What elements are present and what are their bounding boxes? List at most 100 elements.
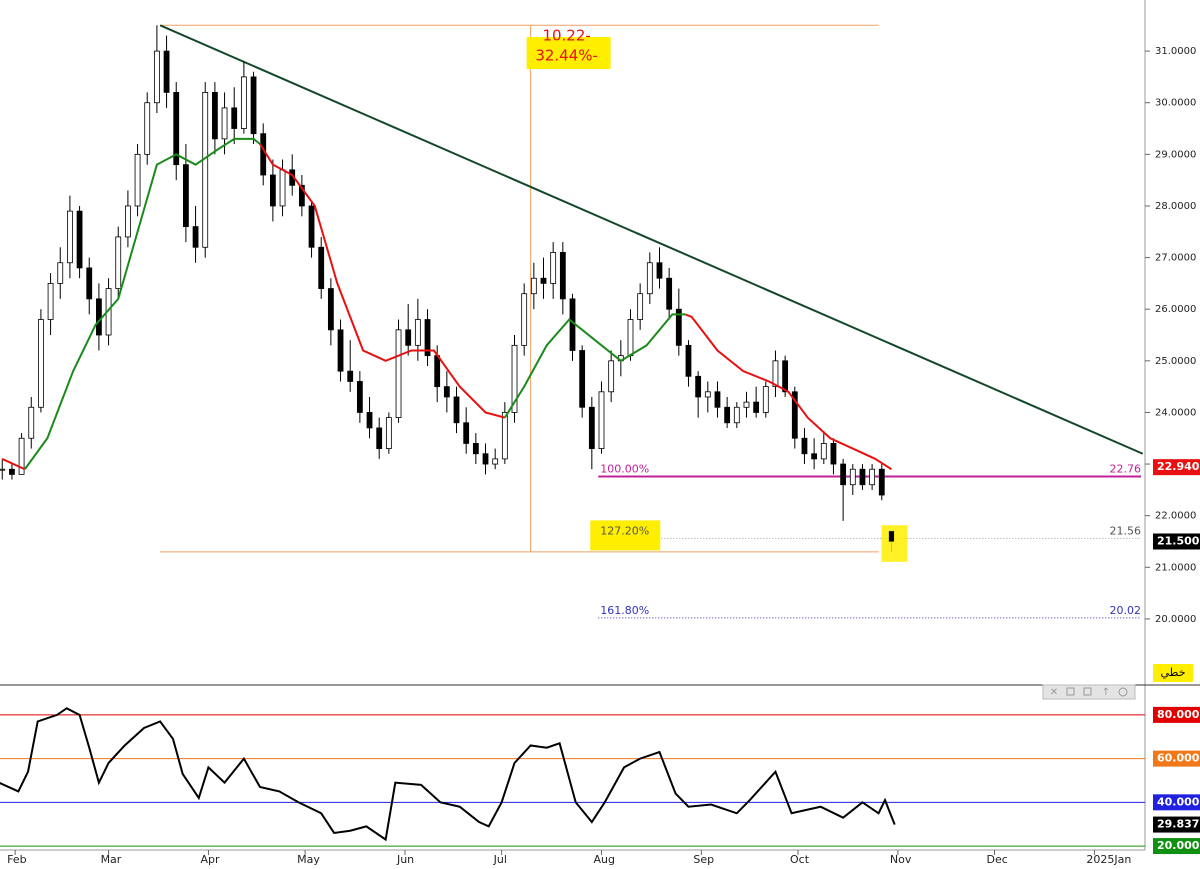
fib-percent-label: 161.80% xyxy=(600,604,649,617)
candle-body xyxy=(753,401,760,413)
candle-body xyxy=(86,267,93,300)
candle-body xyxy=(298,184,305,207)
candle-body xyxy=(269,174,276,207)
price-tag-label: 60.0000 xyxy=(1157,752,1200,765)
scale-label-box xyxy=(1153,664,1193,682)
toolbar-icon[interactable] xyxy=(1118,687,1128,697)
candle-body xyxy=(327,288,334,331)
y-tick-label: 27.0000 xyxy=(1155,253,1196,264)
candle-body xyxy=(859,468,866,486)
candle-body xyxy=(308,205,315,248)
y-tick-label: 30.0000 xyxy=(1155,98,1196,109)
candle-body xyxy=(443,386,450,398)
fib-value-label: 21.56 xyxy=(1110,524,1142,537)
x-tick-label: Jul xyxy=(493,853,507,866)
panel-toolbar[interactable]: ✕ ↑ xyxy=(1042,684,1136,700)
x-tick-label: Mar xyxy=(101,853,122,866)
candle-body xyxy=(521,293,528,346)
fib-percent-label: 100.00% xyxy=(600,462,649,475)
candle-body xyxy=(250,76,257,135)
candle-body xyxy=(376,427,383,449)
y-tick-label: 22.0000 xyxy=(1155,511,1196,522)
candle-body xyxy=(366,412,373,429)
candle-body xyxy=(801,437,808,455)
candle-body xyxy=(163,50,170,93)
highlight xyxy=(881,525,908,562)
candle-body xyxy=(550,252,557,284)
toolbar-icon[interactable] xyxy=(1083,687,1092,696)
candle-body xyxy=(192,226,199,248)
toolbar-icon[interactable] xyxy=(1066,687,1075,696)
candle-body xyxy=(424,319,431,357)
candle-body xyxy=(849,468,856,486)
candle-body xyxy=(511,344,518,413)
x-tick-label: Feb xyxy=(7,853,26,866)
x-tick-label: Sep xyxy=(693,853,714,866)
moving-average xyxy=(684,313,892,471)
toolbar-icon[interactable]: ↑ xyxy=(1102,687,1110,698)
candle-body xyxy=(666,277,673,310)
candle-body xyxy=(67,210,73,264)
price-tag-label: 22.9400 xyxy=(1157,460,1200,473)
candle-body xyxy=(318,246,325,289)
fib-value-label: 22.76 xyxy=(1110,462,1142,475)
candle-body xyxy=(144,102,151,155)
x-tick-label: Nov xyxy=(890,853,912,866)
candle-body xyxy=(337,329,344,372)
candle-body xyxy=(463,422,470,444)
price-tag-box xyxy=(1153,750,1200,767)
candle-body xyxy=(791,391,798,439)
candle-body xyxy=(134,153,141,207)
candle-body xyxy=(96,298,102,336)
y-tick-label: 28.0000 xyxy=(1155,201,1196,212)
price-tag-label: 80.0000 xyxy=(1157,708,1200,721)
price-tag-box xyxy=(1153,706,1200,723)
rsi-line xyxy=(0,707,896,842)
toolbar[interactable] xyxy=(1042,684,1136,700)
candle-body xyxy=(724,406,731,424)
moving-average xyxy=(503,313,686,419)
candle-body xyxy=(202,92,209,248)
candle-body xyxy=(637,293,644,320)
candle-body xyxy=(869,468,876,486)
highlight xyxy=(590,520,661,551)
trendline xyxy=(159,24,1144,455)
y-tick-label: 20.0000 xyxy=(1155,614,1196,625)
candle-body xyxy=(782,360,789,393)
candle-body xyxy=(482,453,489,465)
candle-body xyxy=(733,406,740,424)
candle-body xyxy=(115,236,122,289)
candle-body xyxy=(153,50,160,104)
candle-body xyxy=(540,277,547,284)
y-tick-label: 25.0000 xyxy=(1155,356,1196,367)
toolbar-icon[interactable]: ✕ xyxy=(1050,687,1058,698)
candle-body xyxy=(559,252,566,300)
candle-body xyxy=(279,169,286,207)
candle-body xyxy=(840,463,847,486)
price-tag-box xyxy=(1153,838,1200,855)
price-tag-label: 29.8372 xyxy=(1157,818,1200,831)
candle-body xyxy=(743,401,750,408)
price-tag-box xyxy=(1153,533,1200,550)
candle-body xyxy=(704,391,711,398)
candle-body xyxy=(211,92,218,140)
candle-body xyxy=(530,277,537,295)
candle-body xyxy=(472,443,479,455)
candle-body xyxy=(598,391,605,449)
candle-body xyxy=(656,262,663,279)
candle-body xyxy=(0,468,6,471)
y-tick-label: 24.0000 xyxy=(1155,407,1196,418)
candle-body xyxy=(405,329,412,346)
candle-body xyxy=(646,262,653,295)
highlight xyxy=(526,37,611,69)
candle-body xyxy=(173,92,180,166)
candle-body xyxy=(608,360,615,393)
candle-body xyxy=(9,468,15,475)
candle-body xyxy=(434,355,441,388)
y-tick-label: 29.0000 xyxy=(1155,149,1196,160)
price-tag-label: 40.0000 xyxy=(1157,795,1200,808)
price-tag-box xyxy=(1153,816,1200,833)
candle-body xyxy=(57,262,64,284)
range-percent: 32.44%- xyxy=(535,47,598,65)
